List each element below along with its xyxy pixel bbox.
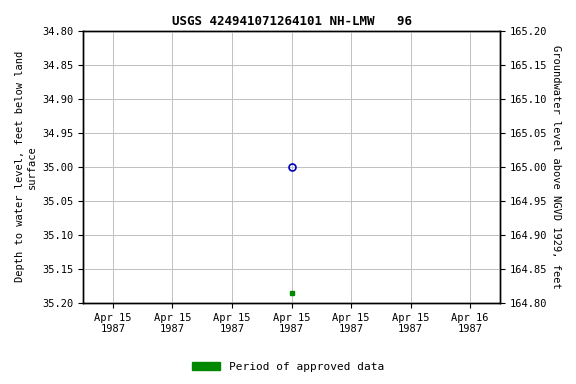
Y-axis label: Depth to water level, feet below land
surface: Depth to water level, feet below land su… [15, 51, 37, 283]
Legend: Period of approved data: Period of approved data [188, 358, 388, 377]
Title: USGS 424941071264101 NH-LMW   96: USGS 424941071264101 NH-LMW 96 [172, 15, 411, 28]
Y-axis label: Groundwater level above NGVD 1929, feet: Groundwater level above NGVD 1929, feet [551, 45, 561, 289]
